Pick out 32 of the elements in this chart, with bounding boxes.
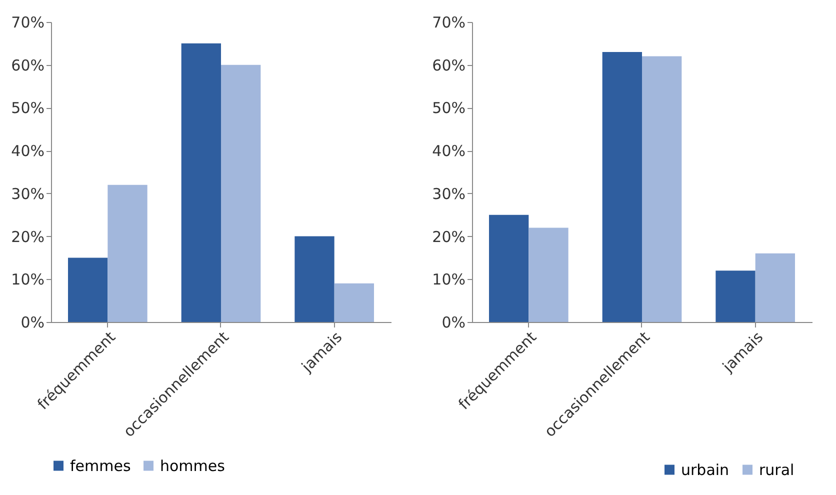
- bar: [221, 64, 261, 322]
- bar: [489, 214, 529, 322]
- bar: [68, 258, 108, 322]
- y-tick-label: 10%: [432, 270, 466, 289]
- bar: [642, 56, 682, 322]
- y-tick-label: 40%: [11, 142, 44, 160]
- y-tick-label: 50%: [432, 99, 466, 118]
- bar: [108, 184, 148, 322]
- y-tick-label: 30%: [432, 184, 466, 203]
- bar: [334, 283, 374, 322]
- y-tick-label: 70%: [11, 14, 44, 32]
- legend-label: hommes: [160, 456, 226, 475]
- bar: [528, 228, 568, 322]
- y-tick-label: 50%: [11, 99, 44, 118]
- legend-label: urbain: [681, 460, 730, 479]
- y-tick-label: 0%: [442, 314, 466, 332]
- legend-label: femmes: [70, 456, 131, 475]
- bar: [716, 270, 756, 322]
- y-tick-label: 60%: [11, 56, 44, 74]
- bar: [602, 52, 642, 322]
- y-tick-label: 20%: [432, 228, 466, 246]
- bar: [755, 253, 795, 322]
- legend-label: rural: [759, 460, 794, 479]
- y-tick-label: 40%: [432, 142, 466, 160]
- bar: [181, 43, 221, 322]
- y-tick-label: 0%: [20, 314, 44, 332]
- y-tick-label: 30%: [11, 184, 44, 203]
- y-tick-label: 60%: [432, 56, 466, 74]
- y-tick-label: 70%: [432, 14, 466, 32]
- y-tick-label: 10%: [11, 270, 44, 289]
- bar: [294, 236, 334, 322]
- y-tick-label: 20%: [11, 228, 44, 246]
